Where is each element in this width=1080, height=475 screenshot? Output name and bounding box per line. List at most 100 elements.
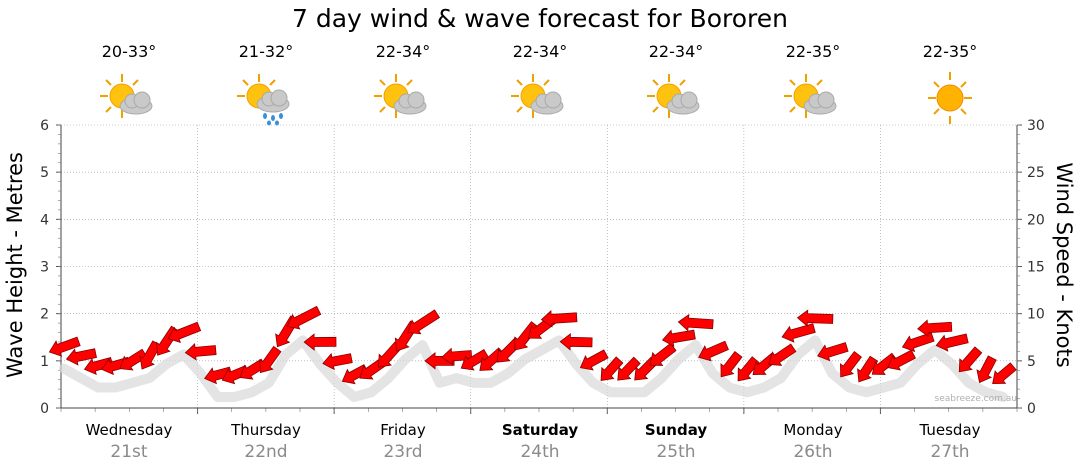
wind-arrow-shape bbox=[303, 333, 337, 351]
temp-range-day-4: 22-34° bbox=[512, 42, 568, 61]
arrow-shadow bbox=[59, 335, 1008, 402]
wind-arrow-shape bbox=[322, 352, 353, 371]
chart-title: 7 day wind & wave forecast for Bororen bbox=[292, 4, 788, 33]
wind-arrow-shape bbox=[259, 345, 282, 374]
wind-arrow bbox=[871, 352, 898, 375]
day-date-3: 23rd bbox=[383, 442, 423, 462]
wind-arrow-shape bbox=[992, 362, 1017, 385]
wind-arrow bbox=[184, 343, 217, 361]
wind-arrow bbox=[935, 333, 969, 352]
wind-arrow bbox=[617, 356, 641, 381]
wind-arrow-shape bbox=[976, 355, 997, 384]
wind-arrow bbox=[407, 309, 441, 335]
wind-arrow bbox=[48, 336, 81, 357]
wind-arrow bbox=[540, 310, 578, 328]
left-tick-label: 2 bbox=[40, 307, 49, 323]
wind-arrow-shape bbox=[184, 343, 217, 361]
wind-arrow-shape bbox=[204, 366, 233, 385]
wind-arrow bbox=[239, 358, 267, 380]
wind-arrow-shape bbox=[958, 346, 983, 373]
wind-arrow-shape bbox=[139, 340, 162, 370]
wind-arrow bbox=[817, 342, 849, 362]
wind-arrow bbox=[796, 309, 834, 327]
wind-arrow bbox=[460, 349, 490, 371]
wind-arrow bbox=[698, 340, 729, 362]
wind-arrow-shape bbox=[768, 343, 797, 366]
grid-lines bbox=[61, 124, 1017, 408]
wind-arrow-shape bbox=[540, 310, 578, 328]
wind-arrow bbox=[322, 352, 353, 371]
wind-arrow bbox=[579, 349, 609, 371]
wind-arrow bbox=[737, 356, 760, 382]
wind-arrow bbox=[992, 362, 1017, 385]
left-tick-label: 1 bbox=[40, 354, 49, 370]
left-tick-label: 4 bbox=[40, 212, 49, 228]
wind-arrow-shape bbox=[48, 336, 81, 357]
temp-range-day-1: 20-33° bbox=[101, 42, 157, 61]
wind-arrow-shape bbox=[677, 313, 714, 332]
wind-arrow bbox=[976, 355, 997, 384]
temp-range-day-7: 22-35° bbox=[922, 42, 978, 61]
wind-arrow-shape bbox=[661, 329, 696, 347]
temp-range-day-2: 21-32° bbox=[238, 42, 294, 61]
right-axis-ticks: 0 5 10 15 20 25 30 bbox=[1017, 118, 1045, 417]
wind-arrow bbox=[661, 329, 696, 347]
wind-arrow-shape bbox=[559, 333, 593, 351]
wind-arrow bbox=[441, 347, 473, 366]
left-tick-label: 0 bbox=[40, 401, 49, 417]
y-axis-label-right: Wind Speed - Knots bbox=[1052, 162, 1076, 368]
day-date-4: 24th bbox=[520, 442, 560, 462]
wind-arrow-shape bbox=[378, 341, 403, 368]
day-date-5: 25th bbox=[656, 442, 696, 462]
day-date-7: 27th bbox=[930, 442, 970, 462]
wind-arrow bbox=[768, 343, 797, 366]
wind-arrow bbox=[119, 348, 148, 371]
wind-arrow-shape bbox=[720, 351, 743, 378]
wind-arrow-shape bbox=[286, 305, 322, 330]
wind-arrow-shape bbox=[239, 358, 267, 380]
wind-arrow bbox=[65, 348, 97, 366]
left-tick-label: 3 bbox=[40, 260, 49, 276]
day-name-1: Wednesday bbox=[85, 421, 173, 439]
day-date-2: 22nd bbox=[244, 442, 288, 462]
right-tick-label: 15 bbox=[1027, 260, 1045, 276]
day-date-6: 26th bbox=[793, 442, 833, 462]
sunny-icon bbox=[928, 72, 972, 124]
wind-arrow-shape bbox=[649, 342, 677, 366]
wind-arrow-shape bbox=[65, 348, 97, 366]
day-name-7: Tuesday bbox=[919, 421, 981, 439]
wind-arrows bbox=[48, 305, 1017, 402]
wind-arrow bbox=[286, 305, 322, 330]
wind-arrow-shape bbox=[460, 349, 490, 371]
wind-arrow bbox=[649, 342, 677, 366]
wind-arrow bbox=[720, 351, 743, 378]
temp-range-day-3: 22-34° bbox=[375, 42, 431, 61]
partly-cloudy-icon bbox=[511, 74, 564, 118]
wind-arrow-shape bbox=[781, 323, 816, 343]
wind-arrow-shape bbox=[221, 365, 250, 385]
wind-arrow bbox=[204, 366, 233, 385]
day-name-5: Sunday bbox=[644, 421, 708, 439]
partly-cloudy-icon bbox=[784, 74, 837, 118]
wind-arrow-shape bbox=[796, 309, 834, 327]
wind-arrow bbox=[857, 355, 879, 383]
wind-arrow bbox=[139, 340, 162, 370]
left-axis-ticks: 0 1 2 3 4 5 6 bbox=[40, 118, 61, 417]
wind-arrow-shape bbox=[698, 340, 729, 362]
wind-arrow-shape bbox=[341, 364, 369, 385]
wind-arrow-shape bbox=[917, 319, 953, 338]
day-name-3: Friday bbox=[380, 421, 426, 439]
wind-arrow-shape bbox=[887, 349, 916, 371]
wind-arrow bbox=[83, 356, 114, 376]
partly-cloudy-icon bbox=[647, 74, 700, 118]
wind-arrow bbox=[600, 356, 624, 381]
left-tick-label: 6 bbox=[40, 118, 49, 134]
wind-arrow bbox=[559, 333, 593, 351]
wind-arrow-shape bbox=[871, 352, 898, 375]
wind-arrow-shape bbox=[407, 309, 441, 335]
y-axis-label-left: Wave Height - Metres bbox=[3, 152, 27, 378]
wind-arrow-shape bbox=[600, 356, 624, 381]
temp-range-day-6: 22-35° bbox=[785, 42, 841, 61]
wind-arrow bbox=[887, 349, 916, 371]
